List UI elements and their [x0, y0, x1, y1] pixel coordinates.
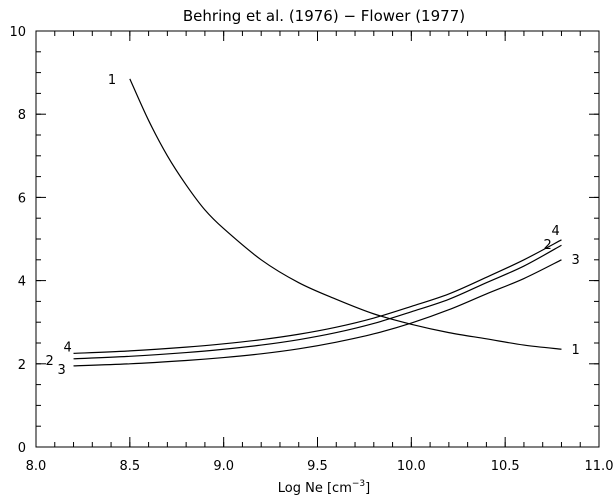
chart-title: Behring et al. (1976) − Flower (1977) [183, 7, 465, 25]
x-axis-label-sup: −3 [352, 479, 365, 489]
x-tick-label: 10.0 [397, 459, 426, 474]
series-line-3 [73, 259, 562, 367]
series-label-2-end: 2 [543, 238, 551, 253]
series-line-1 [129, 78, 562, 350]
series-label-2-start: 2 [46, 354, 54, 369]
series-line-2 [73, 244, 562, 360]
series-line-4 [73, 239, 562, 354]
y-tick-label: 2 [18, 358, 26, 373]
y-tick-label: 0 [18, 441, 26, 456]
y-tick-label: 6 [18, 191, 26, 206]
x-axis-label: Log Ne [cm−3] [278, 479, 370, 496]
x-tick-label: 9.0 [213, 459, 234, 474]
x-tick-label: 9.5 [307, 459, 328, 474]
series-label-3-start: 3 [58, 363, 66, 378]
y-tick-label: 8 [18, 108, 26, 123]
series-label-4-start: 4 [64, 340, 72, 355]
series-label-4-end: 4 [551, 224, 559, 239]
y-tick-label: 4 [18, 275, 26, 290]
series-label-1-start: 1 [108, 73, 116, 88]
x-tick-label: 8.5 [119, 459, 140, 474]
y-tick-label: 10 [9, 25, 26, 40]
y-tick-labels: 0 2 4 6 8 10 [9, 25, 26, 456]
plot-frame [35, 30, 600, 448]
series-lines [73, 78, 562, 367]
x-tick-label: 10.5 [491, 459, 520, 474]
axis-ticks [35, 30, 600, 448]
x-tick-labels: 8.0 8.5 9.0 9.5 10.0 10.5 11.0 [26, 459, 613, 474]
x-axis-label-close: ] [365, 481, 370, 496]
x-tick-label: 8.0 [26, 459, 47, 474]
x-axis-label-main: Log Ne [cm [278, 481, 352, 496]
series-label-1-end: 1 [571, 343, 579, 358]
series-label-3-end: 3 [571, 253, 579, 268]
x-tick-label: 11.0 [585, 459, 613, 474]
